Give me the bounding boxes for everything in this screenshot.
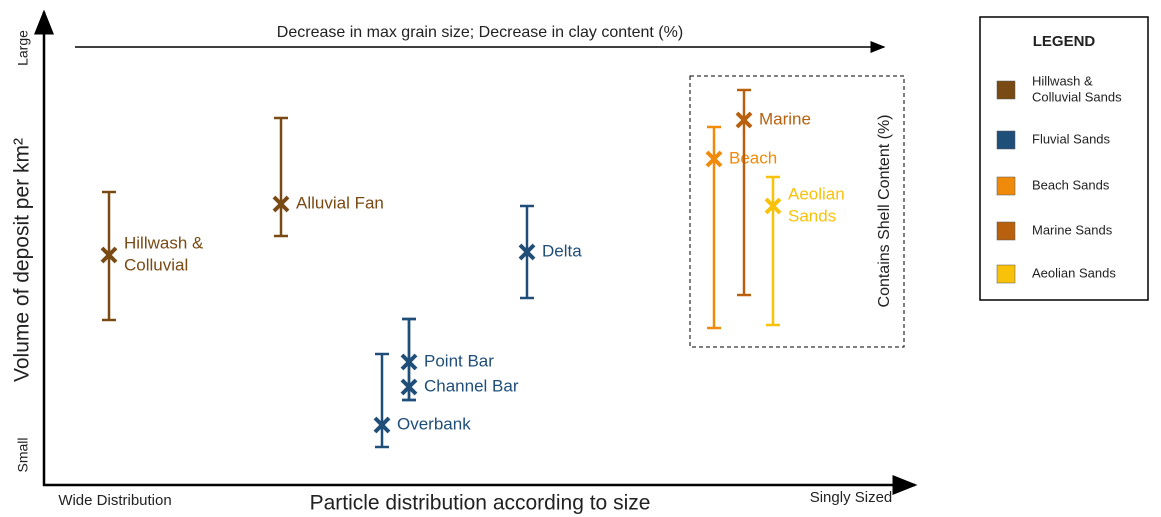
legend-swatch <box>996 130 1016 150</box>
legend-label: Marine Sands <box>1032 222 1113 237</box>
shell-box-label: Contains Shell Content (%) <box>876 115 893 308</box>
cross-marker <box>518 243 536 261</box>
x-axis-label: Particle distribution according to size <box>310 492 651 515</box>
legend-label: Beach Sands <box>1032 177 1110 192</box>
y-axis-label: Volume of deposit per km² <box>11 138 34 382</box>
node-label: Marine <box>759 109 811 128</box>
shell-box <box>689 75 905 348</box>
node-label: Delta <box>542 241 582 260</box>
x-right-label: Singly Sized <box>810 489 893 506</box>
legend-swatch <box>996 80 1016 100</box>
cross-marker <box>705 150 723 168</box>
y-top-label: Large <box>15 30 31 66</box>
x-left-label: Wide Distribution <box>58 492 171 509</box>
node-label: Sands <box>788 206 836 225</box>
cross-marker <box>400 378 418 396</box>
cross-marker <box>764 197 782 215</box>
node-label: Channel Bar <box>424 376 519 395</box>
node-label: Hillwash & <box>124 233 204 252</box>
legend-swatch <box>996 221 1016 241</box>
node-label: Point Bar <box>424 351 494 370</box>
cross-marker <box>373 416 391 434</box>
top-arrow-label: Decrease in max grain size; Decrease in … <box>277 24 683 41</box>
node-label: Aeolian <box>788 184 845 203</box>
legend-title: LEGEND <box>1033 33 1096 50</box>
legend-label: Hillwash & <box>1032 73 1093 88</box>
cross-marker <box>735 111 753 129</box>
legend-swatch <box>996 176 1016 196</box>
cross-marker <box>100 246 118 264</box>
y-bottom-label: Small <box>15 437 31 472</box>
node-label: Beach <box>729 148 777 167</box>
cross-marker <box>272 195 290 213</box>
legend-swatch <box>996 264 1016 284</box>
node-label: Overbank <box>397 414 471 433</box>
node-label: Colluvial <box>124 255 188 274</box>
legend-box <box>979 16 1149 301</box>
legend-label: Aeolian Sands <box>1032 265 1116 280</box>
legend-label: Colluvial Sands <box>1032 89 1122 104</box>
legend-label: Fluvial Sands <box>1032 131 1111 146</box>
node-label: Alluvial Fan <box>296 193 384 212</box>
